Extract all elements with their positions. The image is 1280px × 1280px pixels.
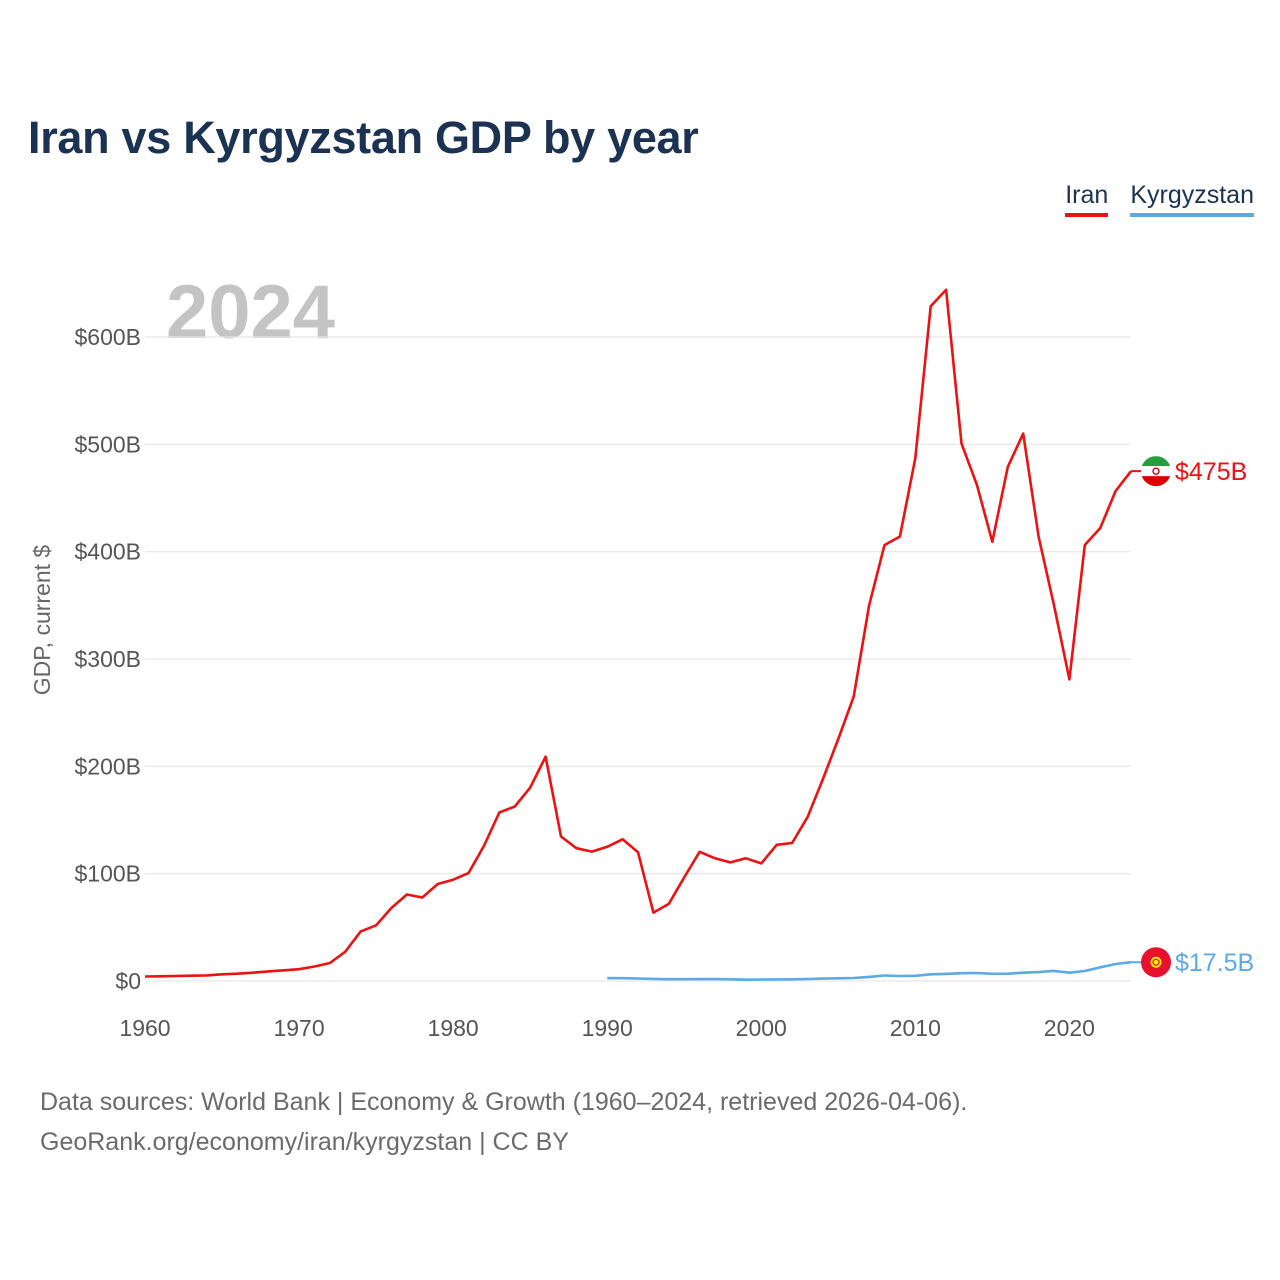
sources-line-2[interactable]: GeoRank.org/economy/iran/kyrgyzstan | CC…	[40, 1128, 569, 1156]
end-markers: $475B $17.5B	[1131, 456, 1254, 978]
series-lines	[144, 288, 1133, 982]
x-tick-label: 2020	[1044, 1015, 1095, 1041]
y-tick-label: $600B	[74, 324, 141, 350]
legend-iran[interactable]: Iran	[1065, 180, 1109, 217]
end-value-iran: $475B	[1175, 458, 1247, 486]
x-tick-label: 2010	[890, 1015, 941, 1041]
y-tick-label: $400B	[74, 539, 141, 565]
x-tick-label: 1990	[582, 1015, 633, 1041]
y-tick-label: $200B	[74, 753, 141, 779]
series-line-iran[interactable]	[144, 288, 1133, 978]
y-tick-label: $500B	[74, 431, 141, 457]
data-sources: Data sources: World Bank | Economy & Gro…	[40, 1082, 967, 1162]
x-tick-label: 2000	[736, 1015, 787, 1041]
y-axis-ticks: $0 $100B $200B $300B $400B $500B $600B	[74, 324, 141, 994]
legend: Iran Kyrgyzstan	[1065, 180, 1254, 217]
gdp-line-chart: 2024 $0 $100B $200B $300B $400B $500B $600B 19…	[29, 270, 1254, 1041]
flag-iran-icon	[1141, 456, 1171, 487]
sources-line-1: Data sources: World Bank | Economy & Gro…	[40, 1088, 968, 1116]
current-year-watermark: 2024	[166, 270, 335, 355]
y-tick-label: $0	[115, 968, 141, 994]
x-tick-label: 1970	[273, 1015, 324, 1041]
x-tick-label: 1960	[119, 1015, 170, 1041]
y-tick-label: $300B	[74, 646, 141, 672]
x-axis-ticks: 1960 1970 1980 1990 2000 2010 2020	[119, 1015, 1095, 1041]
legend-kyrgyzstan[interactable]: Kyrgyzstan	[1130, 180, 1254, 217]
grid-lines	[145, 336, 1131, 982]
y-axis-title: GDP, current $	[29, 545, 55, 696]
x-tick-label: 1980	[428, 1015, 479, 1041]
series-line-kyrgyzstan[interactable]	[607, 960, 1132, 982]
flag-kyrgyzstan-icon	[1141, 947, 1171, 978]
end-value-kyrgyzstan: $17.5B	[1175, 949, 1254, 977]
y-tick-label: $100B	[74, 861, 141, 887]
chart-title: Iran vs Kyrgyzstan GDP by year	[28, 112, 699, 163]
